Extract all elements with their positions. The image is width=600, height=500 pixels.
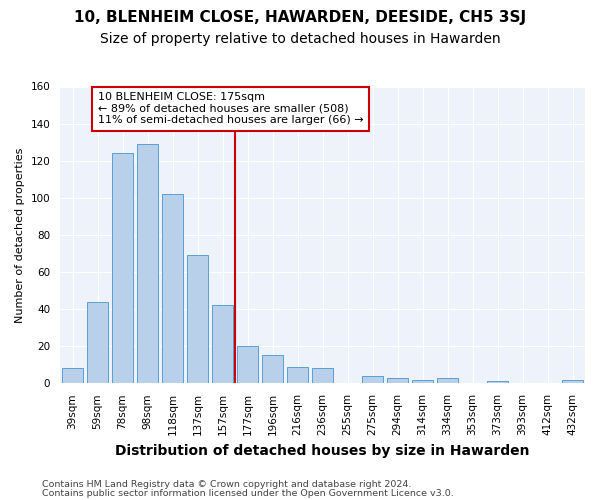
Text: Contains public sector information licensed under the Open Government Licence v3: Contains public sector information licen… xyxy=(42,490,454,498)
Bar xyxy=(212,306,233,384)
Y-axis label: Number of detached properties: Number of detached properties xyxy=(15,147,25,322)
Text: Size of property relative to detached houses in Hawarden: Size of property relative to detached ho… xyxy=(100,32,500,46)
X-axis label: Distribution of detached houses by size in Hawarden: Distribution of detached houses by size … xyxy=(115,444,530,458)
Text: Contains HM Land Registry data © Crown copyright and database right 2024.: Contains HM Land Registry data © Crown c… xyxy=(42,480,412,489)
Bar xyxy=(137,144,158,384)
Bar xyxy=(487,382,508,384)
Bar xyxy=(387,378,408,384)
Bar xyxy=(87,302,108,384)
Bar xyxy=(62,368,83,384)
Bar xyxy=(287,366,308,384)
Bar xyxy=(562,380,583,384)
Bar xyxy=(187,256,208,384)
Bar xyxy=(162,194,183,384)
Bar xyxy=(437,378,458,384)
Text: 10 BLENHEIM CLOSE: 175sqm
← 89% of detached houses are smaller (508)
11% of semi: 10 BLENHEIM CLOSE: 175sqm ← 89% of detac… xyxy=(98,92,363,126)
Bar xyxy=(112,154,133,384)
Bar xyxy=(362,376,383,384)
Bar xyxy=(237,346,258,384)
Text: 10, BLENHEIM CLOSE, HAWARDEN, DEESIDE, CH5 3SJ: 10, BLENHEIM CLOSE, HAWARDEN, DEESIDE, C… xyxy=(74,10,526,25)
Bar xyxy=(412,380,433,384)
Bar xyxy=(262,356,283,384)
Bar xyxy=(312,368,333,384)
